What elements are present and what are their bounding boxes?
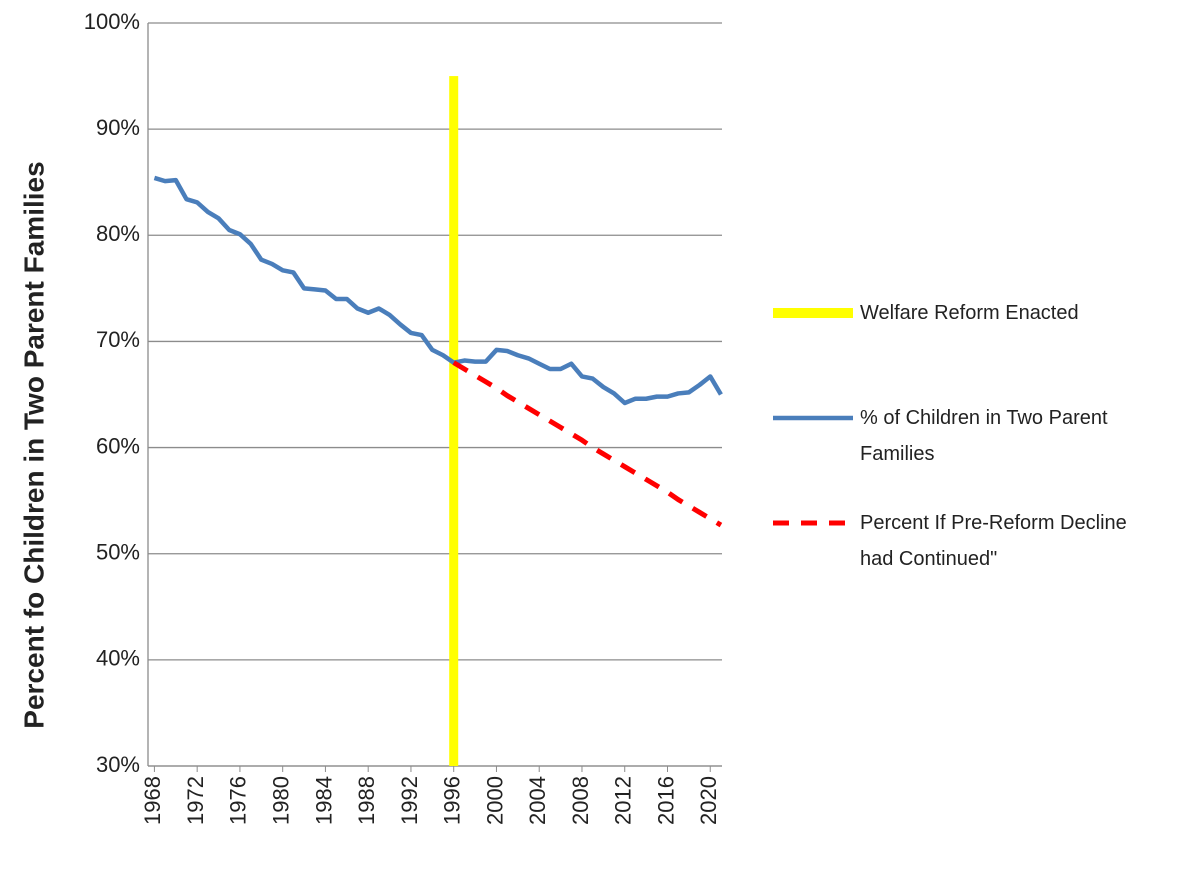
x-tick-label: 2020 [696,776,721,825]
y-tick-label: 50% [96,540,140,565]
y-tick-label: 30% [96,752,140,777]
y-tick-label: 40% [96,646,140,671]
x-tick-label: 1988 [354,776,379,825]
y-tick-label: 70% [96,327,140,352]
legend-label: Percent If Pre-Reform Decline had Contin… [860,512,1127,570]
y-tick-label: 90% [96,115,140,140]
x-tick-label: 1980 [268,776,293,825]
x-tick-label: 1968 [140,776,165,825]
x-tick-label: 2004 [525,776,550,825]
legend-label: Welfare Reform Enacted [860,302,1079,324]
x-tick-label: 1996 [440,776,465,825]
x-tick-label: 2012 [611,776,636,825]
reform-line [449,76,459,767]
x-tick-label: 1992 [397,776,422,825]
series-line [452,360,723,528]
y-tick-label: 80% [96,221,140,246]
x-tick-label: 1984 [311,776,336,825]
x-tick-label: 2016 [653,776,678,825]
x-tick-label: 2000 [482,776,507,825]
x-tick-label: 1972 [183,776,208,825]
legend-label: % of Children in Two Parent Families [860,407,1108,465]
x-tick-label: 2008 [568,776,593,825]
series-line [153,175,723,406]
y-tick-label: 60% [96,433,140,458]
y-tick-label: 100% [84,9,140,34]
x-tick-label: 1976 [226,776,251,825]
y-axis-label: Percent fo Children in Two Parent Famili… [18,161,49,728]
